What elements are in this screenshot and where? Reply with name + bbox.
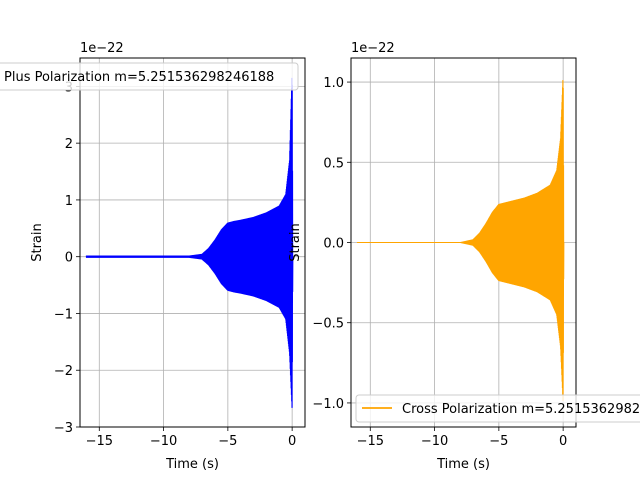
left-y-multiplier: 1e−22	[80, 41, 124, 56]
right-y-tick-label: 1.0	[323, 76, 344, 91]
right-series-group	[356, 80, 565, 401]
left-y-tick-label: −3	[54, 421, 73, 436]
left-legend-box	[0, 62, 299, 91]
left-y-ticks: −3−2−10123	[54, 80, 80, 436]
left-series-line	[85, 77, 294, 408]
left-y-tick-label: 1	[65, 194, 73, 209]
right-y-axis-label: Strain	[288, 223, 303, 262]
left-y-axis-label: Strain	[30, 223, 45, 262]
left-legend-label: Plus Polarization m=5.251536298246188	[4, 70, 274, 85]
right-y-tick-label: −0.5	[312, 317, 344, 332]
right-x-tick-label: −15	[357, 434, 384, 449]
right-x-axis-label: Time (s)	[436, 457, 490, 472]
left-y-tick-label: −1	[54, 307, 73, 322]
left-x-tick-label: 0	[288, 434, 296, 449]
left-x-tick-label: −15	[86, 434, 113, 449]
right-y-ticks: −1.0 −0.5 0.0 0.5 1.0	[312, 76, 351, 412]
right-y-tick-label: −1.0	[312, 397, 344, 412]
right-y-tick-label: 0.0	[323, 237, 344, 252]
right-legend-box	[355, 394, 640, 423]
left-legend: Plus Polarization m=5.251536298246188	[0, 62, 299, 91]
left-y-tick-label: −2	[54, 364, 73, 379]
right-x-tick-label: 0	[559, 434, 567, 449]
left-y-tick-label: 0	[65, 251, 73, 266]
right-y-multiplier: 1e−22	[351, 41, 395, 56]
right-series-line	[356, 80, 565, 401]
right-x-tick-label: −5	[489, 434, 508, 449]
left-subplot: −15−10−50 −3−2−10123 Time (s) Strain 1e−…	[0, 41, 306, 472]
left-y-tick-label: 2	[65, 137, 73, 152]
right-x-ticks: −15 −10 −5 0	[357, 427, 567, 449]
left-plot-frame	[79, 57, 306, 428]
right-legend: Cross Polarization m=5.251536298246188	[355, 394, 640, 423]
right-subplot: −15 −10 −5 0 −1.0 −0.5 0.0 0.5 1.0 Time (s) Str…	[288, 41, 640, 472]
left-x-tick-label: −5	[218, 434, 237, 449]
right-legend-label: Cross Polarization m=5.251536298246188	[402, 402, 640, 417]
left-x-tick-label: −10	[150, 434, 177, 449]
left-x-axis-label: Time (s)	[165, 457, 219, 472]
right-y-tick-label: 0.5	[323, 156, 344, 171]
left-x-ticks: −15 −10 −5 0	[86, 427, 296, 449]
right-x-tick-label: −10	[421, 434, 448, 449]
left-series-group	[85, 77, 294, 408]
